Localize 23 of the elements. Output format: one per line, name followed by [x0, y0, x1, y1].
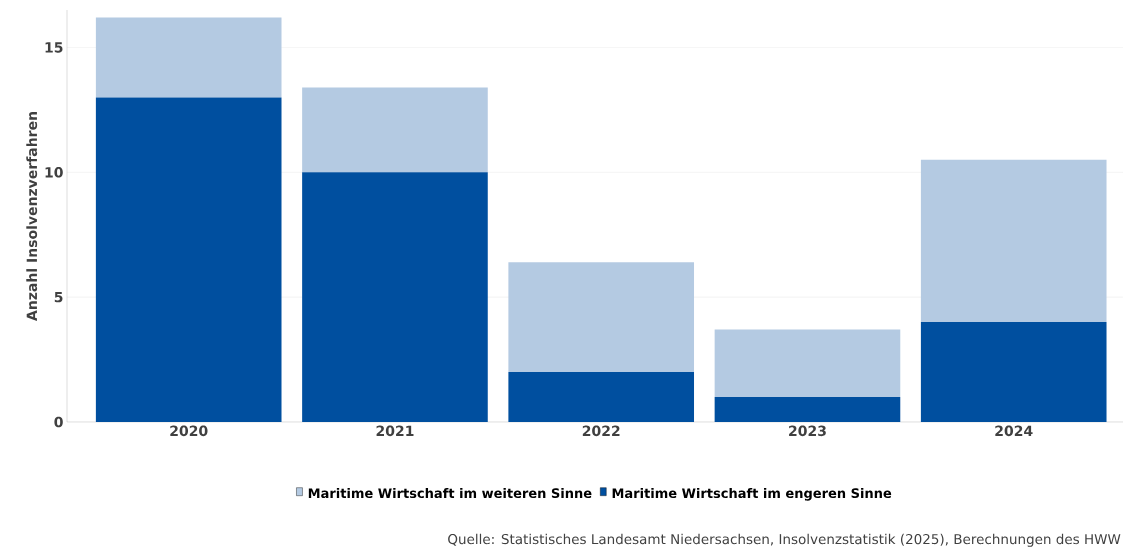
- x-tick-label: 2021: [376, 425, 414, 437]
- bar: [302, 87, 488, 173]
- x-tick-label: 2020: [170, 425, 208, 437]
- bar: [508, 372, 695, 422]
- bar: [920, 322, 1107, 422]
- y-tick-label: 15: [45, 42, 63, 53]
- bar: [95, 17, 282, 98]
- x-tick-label: 2024: [995, 425, 1033, 437]
- y-tick-label: 10: [45, 167, 63, 178]
- y-tick-label: 0: [54, 416, 63, 428]
- bar: [508, 262, 695, 373]
- y-axis-title: Anzahl Insolvenzverfahren: [26, 112, 38, 321]
- x-tick-label: 2022: [582, 425, 620, 437]
- legend-label: Maritime Wirtschaft im weiteren Sinne: [308, 488, 592, 499]
- x-tick-label: 2023: [789, 425, 826, 437]
- bar: [714, 397, 901, 422]
- source-note: Quelle: Statistisches Landesamt Niedersachsen, Insolvenzstatistik (2025), Berechnungen des HWW: [448, 533, 1121, 547]
- y-tick-label: 5: [54, 291, 63, 303]
- bar: [95, 97, 282, 422]
- bar: [714, 329, 901, 398]
- bar: [302, 172, 488, 422]
- legend-label: Maritime Wirtschaft im engeren Sinne: [612, 488, 892, 501]
- bar: [920, 159, 1107, 323]
